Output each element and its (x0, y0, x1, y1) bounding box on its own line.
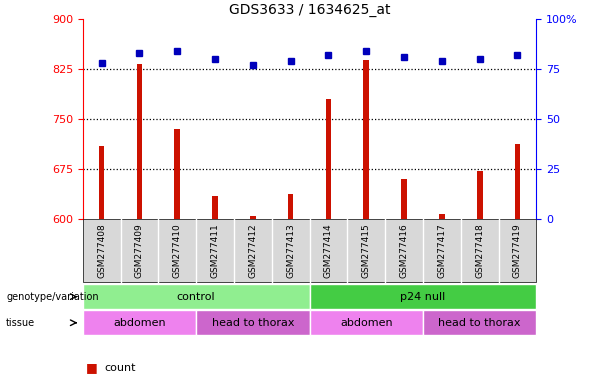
Text: GSM277409: GSM277409 (135, 223, 144, 278)
Text: tissue: tissue (6, 318, 36, 328)
Bar (439, 214, 444, 219)
Text: GSM277418: GSM277418 (475, 223, 484, 278)
Text: GSM277410: GSM277410 (173, 223, 182, 278)
Text: GSM277417: GSM277417 (437, 223, 446, 278)
Bar (364, 60, 369, 219)
Bar (99, 146, 104, 219)
Bar (212, 195, 218, 219)
Text: genotype/variation: genotype/variation (6, 291, 99, 302)
Text: control: control (177, 291, 216, 302)
Text: abdomen: abdomen (113, 318, 166, 328)
Bar (250, 215, 256, 219)
Text: GSM277413: GSM277413 (286, 223, 295, 278)
Bar (402, 179, 407, 219)
Text: GSM277415: GSM277415 (362, 223, 371, 278)
Bar (175, 129, 180, 219)
Bar (515, 144, 520, 219)
Text: GSM277412: GSM277412 (248, 223, 257, 278)
Text: ■: ■ (86, 361, 97, 374)
Bar (137, 64, 142, 219)
Title: GDS3633 / 1634625_at: GDS3633 / 1634625_at (229, 3, 390, 17)
Text: GSM277414: GSM277414 (324, 223, 333, 278)
Text: head to thorax: head to thorax (438, 318, 521, 328)
Text: GSM277416: GSM277416 (400, 223, 409, 278)
Text: GSM277411: GSM277411 (210, 223, 219, 278)
Bar (477, 171, 482, 219)
Bar (326, 99, 331, 219)
Text: ■: ■ (86, 382, 97, 384)
Text: abdomen: abdomen (340, 318, 392, 328)
Bar (288, 194, 294, 219)
Text: GSM277408: GSM277408 (97, 223, 106, 278)
Text: head to thorax: head to thorax (211, 318, 294, 328)
Text: GSM277419: GSM277419 (513, 223, 522, 278)
Text: p24 null: p24 null (400, 291, 446, 302)
Text: count: count (104, 363, 135, 373)
